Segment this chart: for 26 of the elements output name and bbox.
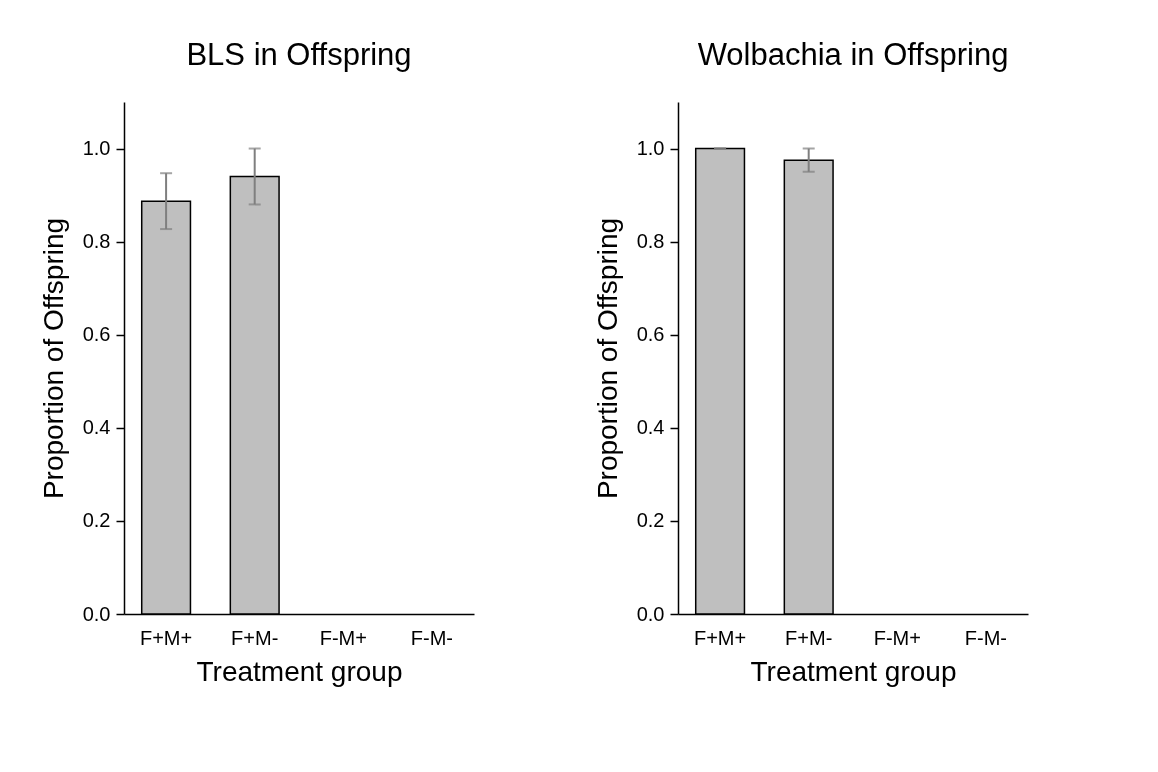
- x-tick-label: F-M-: [410, 626, 454, 649]
- x-tick-label: F-M+: [319, 626, 367, 649]
- y-axis-title: Proportion of Offspring: [37, 217, 69, 500]
- chart-title: BLS in Offspring: [186, 37, 412, 72]
- x-axis-title: Treatment group: [750, 655, 957, 687]
- y-tick-label: 0.2: [82, 509, 111, 532]
- x-tick-label: F+M+: [139, 626, 193, 649]
- y-tick-label: 0.6: [636, 323, 665, 346]
- y-tick-label: 0.2: [636, 509, 665, 532]
- x-tick-label: F+M-: [231, 626, 279, 649]
- x-tick-label: F-M+: [873, 626, 921, 649]
- y-tick-label: 0.6: [82, 323, 111, 346]
- y-tick-label: 0.0: [636, 602, 665, 625]
- y-tick-label: 0.4: [636, 416, 665, 439]
- y-tick-label: 0.8: [636, 230, 665, 253]
- x-tick-label: F-M-: [964, 626, 1008, 649]
- y-axis-title: Proportion of Offspring: [591, 217, 623, 500]
- x-tick-label: F+M+: [693, 626, 747, 649]
- y-tick-label: 1.0: [636, 137, 665, 160]
- x-tick-label: F+M-: [785, 626, 833, 649]
- y-tick-label: 0.0: [82, 602, 111, 625]
- y-tick-label: 0.8: [82, 230, 111, 253]
- y-tick-label: 1.0: [82, 137, 111, 160]
- x-axis-title: Treatment group: [196, 655, 403, 687]
- y-tick-label: 0.4: [82, 416, 111, 439]
- chart-title: Wolbachia in Offspring: [697, 37, 1009, 72]
